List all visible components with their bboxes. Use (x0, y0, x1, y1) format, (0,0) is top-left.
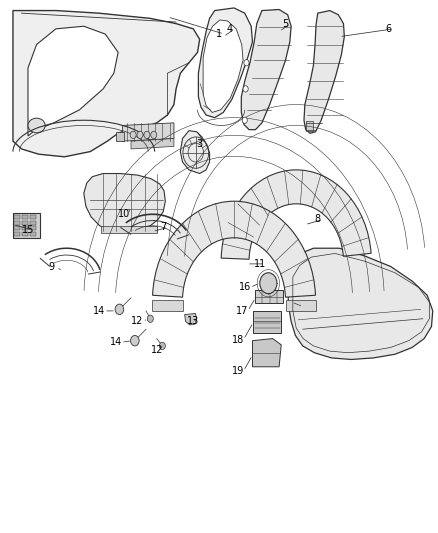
Polygon shape (123, 123, 174, 141)
Polygon shape (84, 174, 166, 232)
Circle shape (130, 131, 136, 139)
Wedge shape (221, 170, 371, 259)
Text: 1: 1 (216, 29, 222, 39)
Text: 12: 12 (131, 317, 144, 326)
Polygon shape (241, 10, 291, 130)
Bar (13, 213, 39, 238)
Polygon shape (203, 20, 243, 112)
Circle shape (159, 342, 166, 350)
Bar (22, 221, 28, 225)
Bar (14, 232, 20, 236)
Circle shape (147, 315, 153, 322)
Polygon shape (152, 301, 183, 311)
Bar (30, 227, 36, 230)
Polygon shape (255, 290, 283, 303)
Text: 15: 15 (22, 225, 34, 235)
Polygon shape (180, 131, 209, 174)
Circle shape (131, 335, 139, 346)
Polygon shape (288, 248, 433, 359)
Polygon shape (28, 26, 118, 136)
Polygon shape (131, 139, 174, 149)
Text: 8: 8 (314, 214, 321, 224)
Circle shape (244, 60, 249, 66)
Bar (14, 215, 20, 219)
Polygon shape (306, 122, 314, 131)
Bar (30, 215, 36, 219)
Text: 3: 3 (197, 139, 203, 149)
Text: 12: 12 (151, 345, 163, 355)
Ellipse shape (28, 118, 45, 133)
Text: 7: 7 (160, 222, 166, 232)
Bar (14, 227, 20, 230)
Text: 11: 11 (254, 259, 266, 269)
Circle shape (144, 131, 150, 139)
Polygon shape (13, 11, 200, 157)
Polygon shape (253, 311, 281, 333)
Polygon shape (101, 226, 157, 232)
Text: 6: 6 (385, 24, 392, 34)
Bar (14, 221, 20, 225)
Text: 14: 14 (93, 306, 105, 316)
Bar (30, 221, 36, 225)
Polygon shape (116, 132, 124, 141)
Circle shape (137, 131, 143, 139)
Text: 17: 17 (237, 306, 249, 316)
Text: 4: 4 (227, 24, 233, 34)
Polygon shape (286, 301, 316, 311)
Circle shape (242, 117, 247, 123)
Text: 13: 13 (187, 317, 199, 326)
Text: 18: 18 (232, 335, 244, 345)
Bar (22, 227, 28, 230)
Text: 19: 19 (232, 366, 244, 376)
Bar (22, 232, 28, 236)
Wedge shape (152, 201, 315, 297)
Text: 9: 9 (49, 262, 55, 271)
Text: 14: 14 (110, 337, 122, 347)
Text: 5: 5 (283, 19, 289, 29)
Circle shape (243, 86, 248, 92)
Text: 16: 16 (239, 282, 251, 293)
Circle shape (151, 131, 157, 139)
Polygon shape (304, 11, 344, 133)
Circle shape (115, 304, 124, 314)
Text: 10: 10 (118, 209, 131, 219)
Circle shape (260, 273, 277, 294)
Bar (30, 232, 36, 236)
Polygon shape (252, 338, 281, 367)
Polygon shape (185, 313, 197, 325)
Bar (22, 215, 28, 219)
Polygon shape (198, 8, 252, 118)
